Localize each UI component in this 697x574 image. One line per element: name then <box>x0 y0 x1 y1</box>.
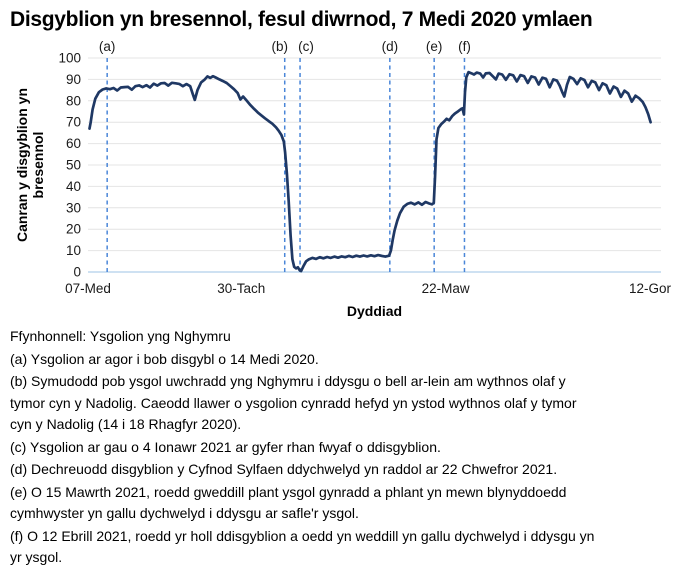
y-tick-label: 100 <box>58 51 81 66</box>
annotation-label-c: (c) <box>298 39 314 54</box>
footnote-a: (a) Ysgolion ar agor i bob disgybl o 14 … <box>10 350 319 367</box>
x-tick-label: 30-Tach <box>217 281 265 296</box>
x-tick-label: 12-Gor <box>629 281 672 296</box>
y-tick-label: 0 <box>73 265 81 280</box>
y-tick-label: 60 <box>66 136 81 151</box>
footnote-d: (d) Dechreuodd disgyblion y Cyfnod Sylfa… <box>10 461 558 478</box>
y-tick-label: 40 <box>66 179 81 194</box>
x-axis-title: Dyddiad <box>347 303 402 319</box>
y-tick-label: 70 <box>66 115 81 130</box>
footnote-c: (c) Ysgolion ar gau o 4 Ionawr 2021 ar g… <box>10 438 441 455</box>
footnotes: Ffynhonnell: Ysgolion yng Nghymru (a) Ys… <box>0 326 595 569</box>
annotation-label-a: (a) <box>99 39 116 54</box>
x-tick-label: 22-Maw <box>422 281 470 296</box>
footnote-f: (f) O 12 Ebrill 2021, roedd yr holl ddis… <box>10 527 595 566</box>
annotation-label-b: (b) <box>271 39 288 54</box>
y-tick-label: 20 <box>66 222 81 237</box>
footnote-b: (b) Symudodd pob ysgol uwchradd yng Nghy… <box>10 373 577 433</box>
attendance-chart: 0 10 20 30 40 50 60 70 80 90 100 (a) (b) (c) (d) (e) (f)… <box>14 39 672 319</box>
attendance-series-line <box>88 70 652 273</box>
chart-title: Disgyblion yn bresennol, fesul diwrnod, … <box>10 8 593 31</box>
y-tick-label: 50 <box>66 158 81 173</box>
y-tick-label: 10 <box>66 243 81 258</box>
y-axis-title: Canran y disgyblion ynbresennol <box>14 88 46 242</box>
source-note: Ffynhonnell: Ysgolion yng Nghymru <box>10 328 231 344</box>
x-tick-label: 07-Med <box>65 281 111 296</box>
annotation-label-f: (f) <box>458 39 471 54</box>
annotation-label-e: (e) <box>426 39 443 54</box>
annotation-label-d: (d) <box>382 39 399 54</box>
y-tick-label: 80 <box>66 93 81 108</box>
y-tick-label: 90 <box>66 72 81 87</box>
y-tick-label: 30 <box>66 200 81 215</box>
footnote-e: (e) O 15 Mawrth 2021, roedd gweddill pla… <box>10 483 567 522</box>
